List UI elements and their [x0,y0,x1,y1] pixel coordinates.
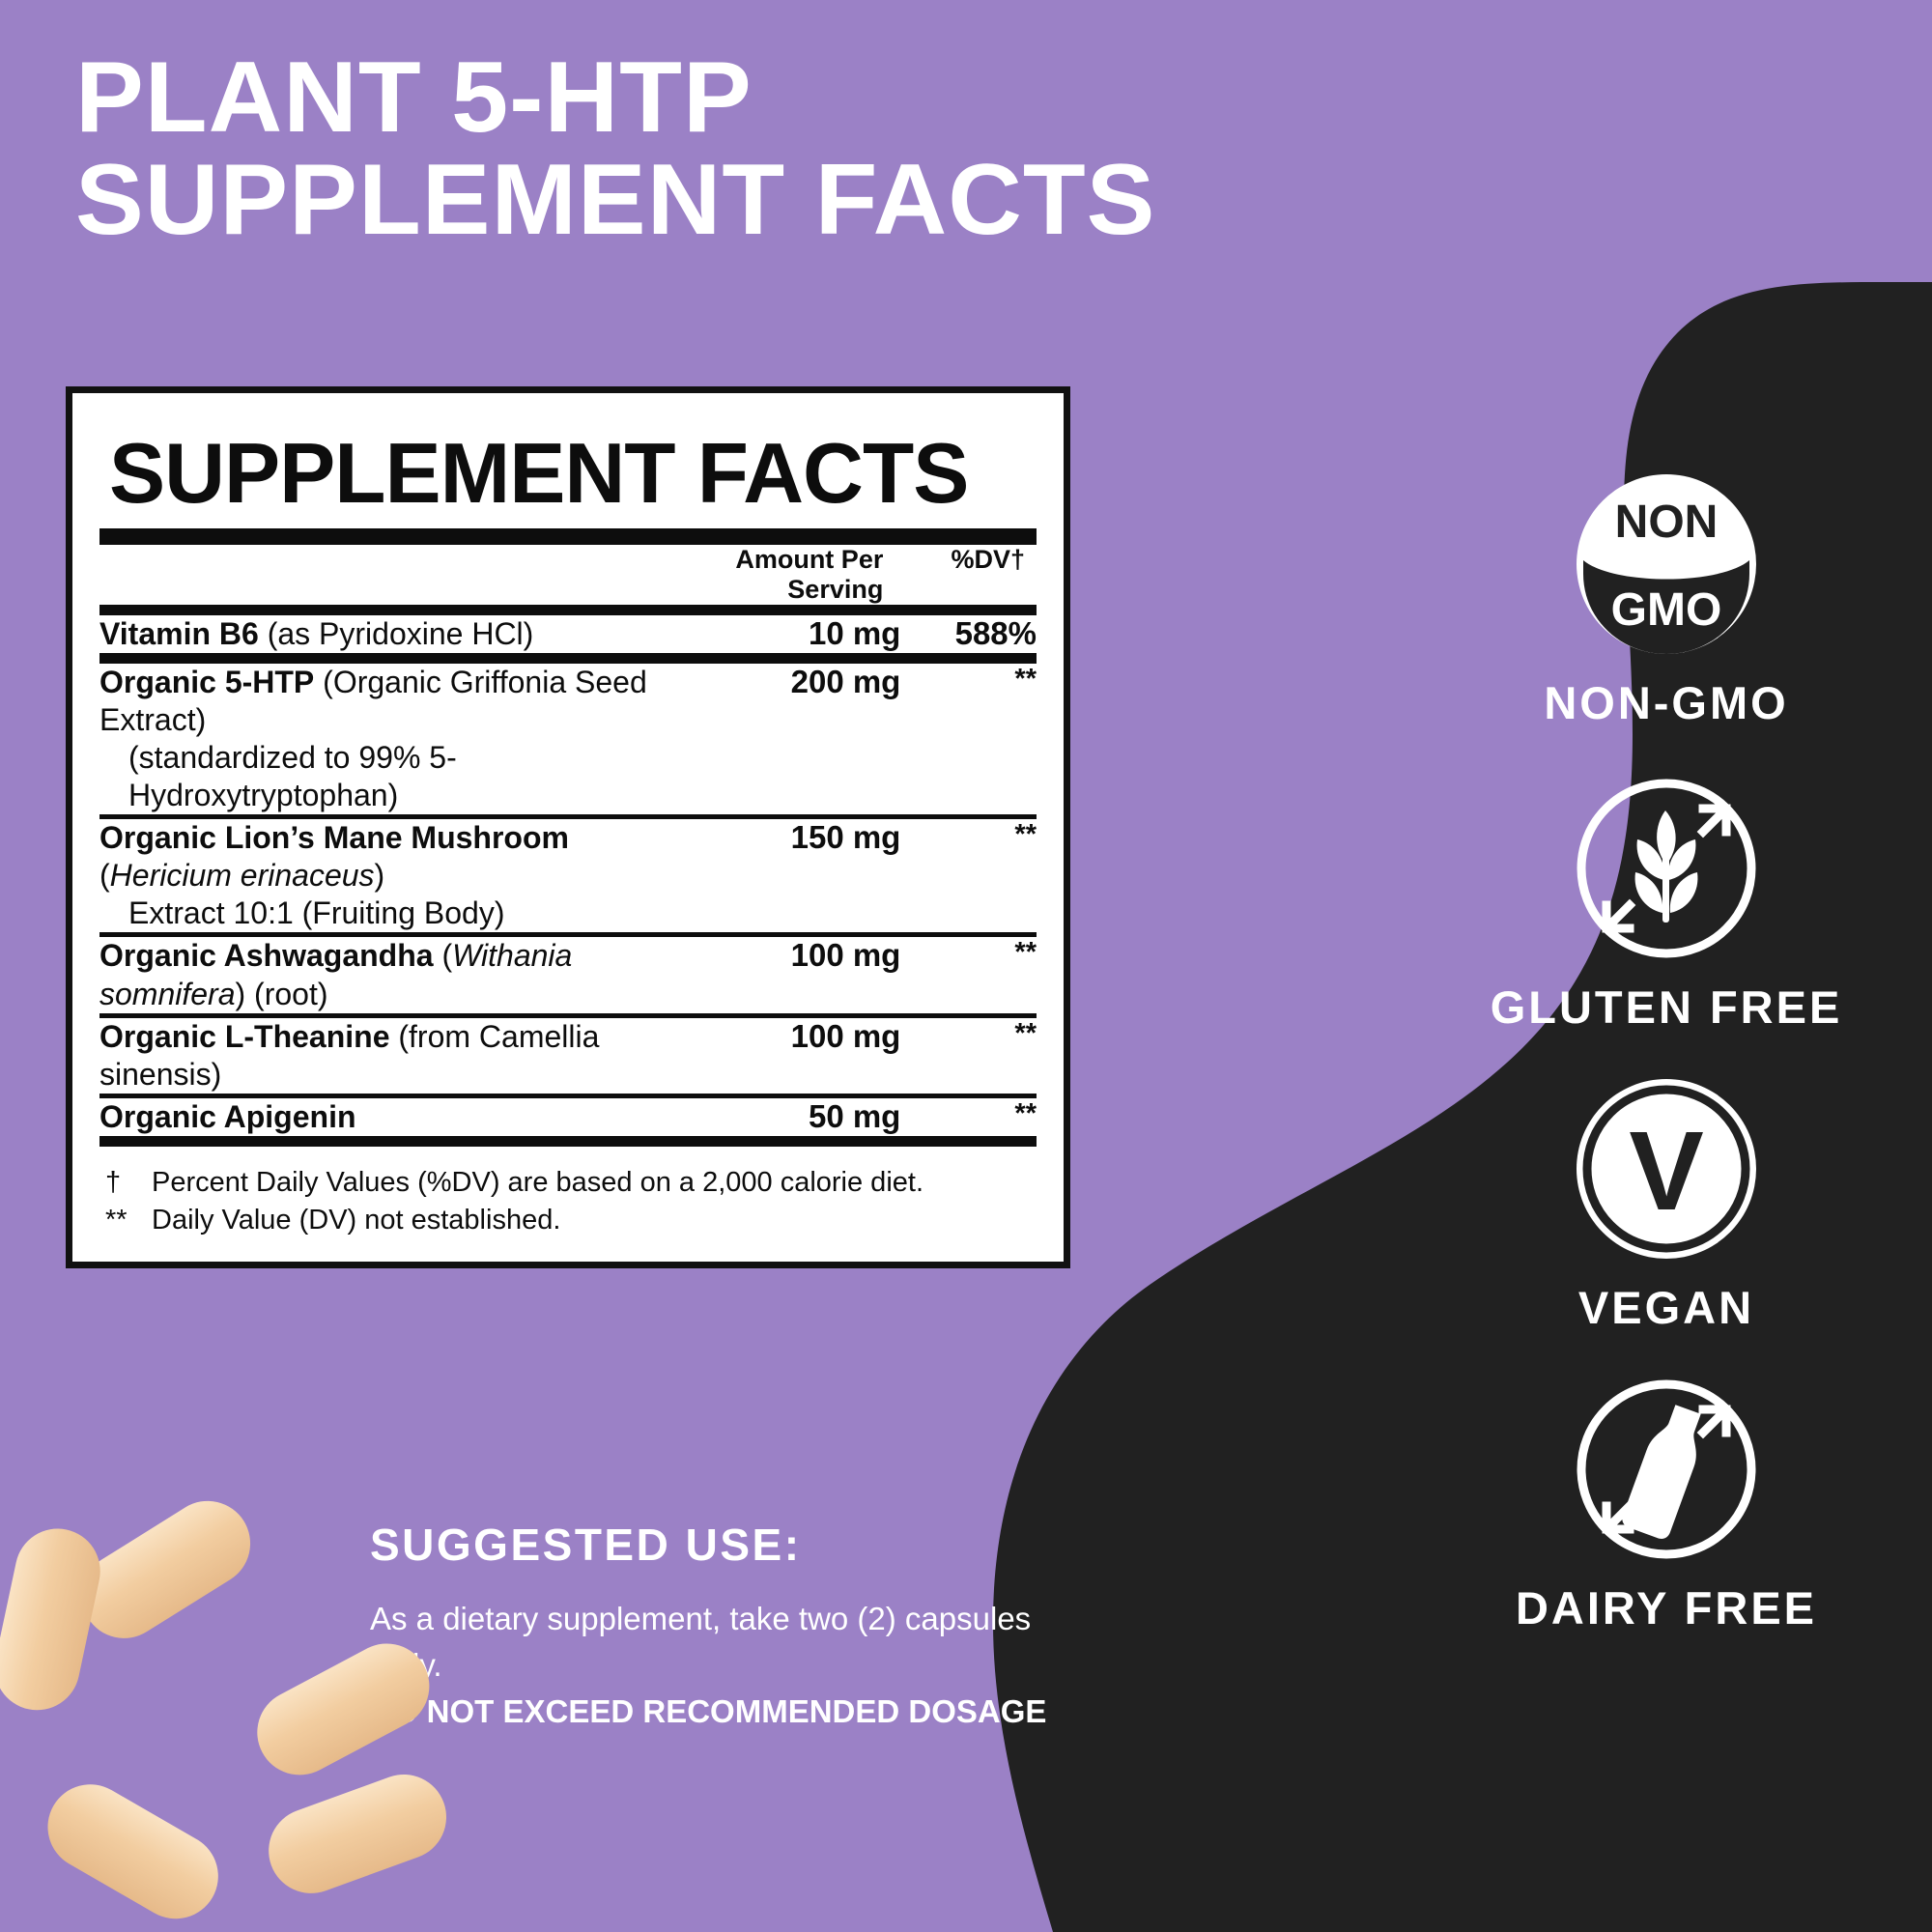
badge-dairy-free: DAIRY FREE [1454,1369,1879,1634]
suggested-use-title: SUGGESTED USE: [370,1520,802,1570]
badge-non-gmo: NON GMO NON-GMO [1454,464,1879,729]
dairy-free-icon [1454,1369,1879,1570]
suggested-use-block: SUGGESTED USE: As a dietary supplement, … [370,1519,1104,1735]
badge-vegan: V VEGAN [1454,1068,1879,1334]
table-row: Organic 5-HTP (Organic Griffonia Seed Ex… [99,664,1037,814]
ingredient-name: Organic Ashwagandha (Withania somnifera)… [99,938,573,1011]
badge-caption-vegan: VEGAN [1577,1282,1755,1333]
ingredient-amount: 50 mg [808,1097,901,1134]
suggested-use-line-2: DO NOT EXCEED RECOMMENDED DOSAGE [370,1692,1047,1729]
ingredient-daily-value: ** [1014,1017,1037,1049]
table-row: Organic Apigenin 50 mg ** [99,1098,1037,1136]
ingredient-daily-value: ** [1014,819,1037,851]
ingredient-daily-value: ** [1014,937,1037,969]
footnote-line: † Percent Daily Values (%DV) are based on… [105,1164,1037,1202]
table-row: Organic Lion’s Mane Mushroom (Hericium e… [99,819,1037,932]
panel-title: SUPPLEMENT FACTS [109,425,969,521]
suggested-use-line-1: As a dietary supplement, take two (2) ca… [370,1601,1032,1683]
table-row: Vitamin B6 (as Pyridoxine HCl) 10 mg 588% [99,615,1037,653]
badge-caption-dairy-free: DAIRY FREE [1515,1582,1818,1634]
supplement-facts-panel: SUPPLEMENT FACTS Amount Per Serving %DV†… [66,386,1070,1269]
vegan-icon: V [1454,1068,1879,1269]
ingredient-subline: Extract 10:1 (Fruiting Body) [128,895,505,931]
row-separator [99,932,1037,938]
ingredient-amount: 150 mg [790,819,901,856]
ingredient-amount: 100 mg [790,1017,901,1054]
rule-bottom [99,1135,1037,1147]
badge-gluten-free: GLUTEN FREE [1454,768,1879,1034]
ingredient-amount: 10 mg [808,615,901,652]
row-separator [99,653,1037,665]
page-title: PLANT 5-HTP SUPPLEMENT FACTS [75,42,1156,257]
ingredient-subline: (standardized to 99% 5-Hydroxytryptophan… [128,740,457,813]
gluten-free-icon [1454,768,1879,969]
footnote-mark: ** [105,1204,128,1236]
rule-under-header [99,605,1037,616]
column-header-amount: Amount Per Serving [735,545,884,605]
table-row: Organic Ashwagandha (Withania somnifera)… [99,937,1037,1012]
non-gmo-top-text: NON [1615,497,1719,548]
ingredient-amount: 100 mg [790,937,901,974]
footnotes: † Percent Daily Values (%DV) are based on… [105,1164,1037,1239]
ingredient-daily-value: ** [1014,1097,1037,1129]
non-gmo-bottom-text: GMO [1611,584,1722,636]
non-gmo-icon: NON GMO [1454,464,1879,665]
table-header-row: Amount Per Serving %DV† [99,545,1037,605]
ingredient-daily-value: ** [1014,664,1037,696]
ingredient-name: Vitamin B6 (as Pyridoxine HCl) [99,616,534,652]
row-separator [99,1012,1037,1018]
column-header-name [99,545,690,605]
ingredient-amount: 200 mg [790,664,901,700]
vegan-letter: V [1629,1108,1703,1234]
table-row: Organic L-Theanine (from Camellia sinens… [99,1018,1037,1094]
footnote-mark: † [105,1166,122,1198]
row-separator [99,814,1037,820]
rule-thick-top [99,528,1037,546]
ingredient-name: Organic Apigenin [99,1098,356,1134]
footnote-line: ** Daily Value (DV) not established. [105,1202,1037,1239]
certification-badges: NON GMO NON-GMO [1454,464,1879,1658]
footnote-text: Daily Value (DV) not established. [152,1204,561,1236]
ingredient-name: Organic 5-HTP (Organic Griffonia Seed Ex… [99,664,690,814]
footnote-text: Percent Daily Values (%DV) are based on … [152,1166,924,1198]
supplement-facts-table: Amount Per Serving %DV† [99,545,1037,605]
row-separator [99,1093,1037,1098]
ingredient-name: Organic Lion’s Mane Mushroom (Hericium e… [99,819,690,932]
supplement-rows-table: Vitamin B6 (as Pyridoxine HCl) 10 mg 588% O… [99,615,1037,1135]
column-header-dv: %DV† [951,545,1025,575]
badge-caption-gluten-free: GLUTEN FREE [1490,981,1843,1033]
ingredient-daily-value: 588% [954,615,1037,652]
ingredient-name: Organic L-Theanine (from Camellia sinens… [99,1018,600,1092]
badge-caption-non-gmo: NON-GMO [1544,677,1789,728]
